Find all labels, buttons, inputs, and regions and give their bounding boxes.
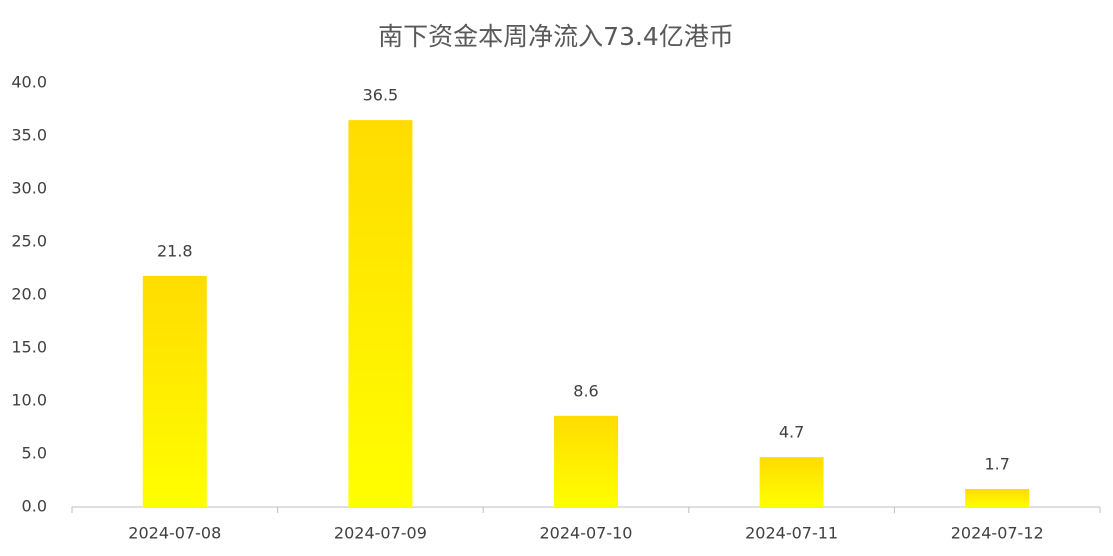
bar <box>965 488 1030 507</box>
x-tick-label: 2024-07-09 <box>334 524 427 543</box>
data-label: 36.5 <box>363 86 399 105</box>
y-tick-label: 20.0 <box>11 285 47 304</box>
y-tick-label: 5.0 <box>22 444 47 463</box>
y-tick-label: 25.0 <box>11 232 47 251</box>
y-tick-label: 35.0 <box>11 126 47 145</box>
data-label: 21.8 <box>157 241 193 260</box>
y-tick-label: 40.0 <box>11 73 47 92</box>
chart-title: 南下资金本周净流入73.4亿港币 <box>378 22 734 51</box>
data-label: 4.7 <box>779 423 804 442</box>
y-tick-label: 30.0 <box>11 179 47 198</box>
y-tick-label: 15.0 <box>11 338 47 357</box>
data-label: 8.6 <box>573 381 598 400</box>
x-tick-label: 2024-07-11 <box>745 524 838 543</box>
data-label: 1.7 <box>984 454 1009 473</box>
bar <box>759 457 824 507</box>
y-tick-label: 10.0 <box>11 391 47 410</box>
bar <box>348 120 413 507</box>
x-tick-label: 2024-07-12 <box>951 524 1044 543</box>
x-tick-label: 2024-07-08 <box>128 524 221 543</box>
x-tick-label: 2024-07-10 <box>540 524 633 543</box>
y-tick-label: 0.0 <box>22 497 47 516</box>
bar <box>554 415 618 507</box>
bar <box>142 275 207 507</box>
